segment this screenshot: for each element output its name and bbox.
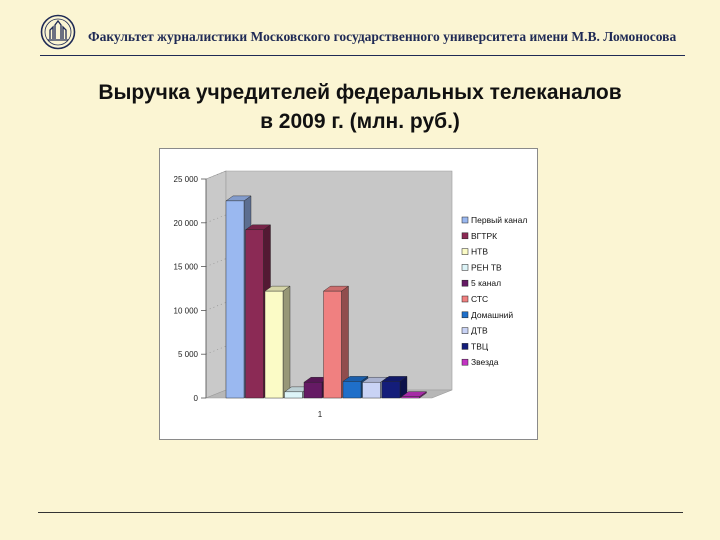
bar-side	[282, 285, 291, 399]
y-tick-label: 5 000	[178, 350, 199, 359]
legend-swatch	[461, 311, 469, 319]
y-tick-label: 25 000	[174, 175, 199, 184]
header: Факультет журналистики Московского госуд…	[40, 14, 685, 58]
y-tick-label: 20 000	[174, 219, 199, 228]
chart-canvas: 0 5 000 10 000 15 000 20 000 25 000 1 Первый ка…	[174, 170, 527, 419]
y-tick-label: 15 000	[174, 263, 199, 272]
legend-swatch	[461, 232, 469, 240]
legend-swatch	[461, 279, 469, 287]
legend-label: 5 канал	[471, 278, 501, 288]
legend-label: Звезда	[471, 357, 499, 367]
bar	[264, 290, 284, 399]
legend-swatch	[461, 343, 469, 350]
legend-label: ТВЦ	[471, 341, 489, 351]
legend-label: СТС	[471, 294, 488, 304]
bar-chart: 0 5 000 10 000 15 000 20 000 25 000 1 Первый ка…	[159, 148, 538, 440]
bar	[401, 396, 420, 399]
legend-swatch	[461, 216, 469, 224]
faculty-name: Факультет журналистики Московского госуд…	[88, 29, 677, 44]
bar	[303, 382, 323, 399]
legend-label: НТВ	[471, 247, 488, 257]
chart-side-wall	[205, 170, 227, 399]
bar	[362, 382, 381, 399]
x-tick-label: 1	[318, 410, 323, 419]
bar	[284, 391, 303, 399]
bar	[381, 381, 401, 399]
legend-label: Первый канал	[471, 215, 527, 225]
bar	[323, 290, 342, 399]
legend-label: ДТВ	[471, 326, 488, 336]
y-tick-label: 10 000	[174, 306, 199, 315]
header-divider	[40, 55, 685, 56]
legend-swatch	[461, 264, 469, 271]
legend-swatch	[461, 358, 469, 366]
legend-label: Домашний	[471, 310, 513, 320]
title-line-1: Выручка учредителей федеральных телекана…	[98, 81, 622, 104]
legend-label: РЕН ТВ	[471, 262, 502, 272]
bar	[342, 381, 362, 399]
title-line-2: в 2009 г. (млн. руб.)	[260, 110, 460, 133]
y-tick-label: 0	[194, 394, 199, 403]
legend-swatch	[461, 295, 469, 303]
legend-label: ВГТРК	[471, 231, 497, 241]
msu-emblem-icon	[40, 14, 76, 50]
bar	[245, 229, 264, 399]
footer-divider	[38, 512, 683, 513]
bar	[225, 200, 245, 399]
slide-title: Выручка учредителей федеральных телекана…	[0, 78, 720, 136]
legend-swatch	[461, 248, 469, 255]
legend-swatch	[461, 327, 469, 334]
